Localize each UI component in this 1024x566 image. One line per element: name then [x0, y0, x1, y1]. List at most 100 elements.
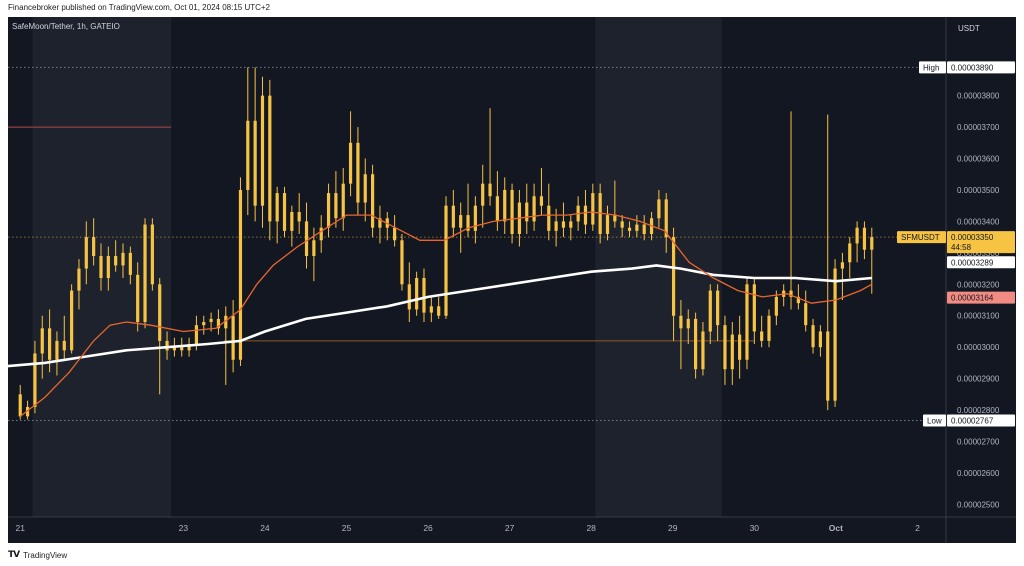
candle-body	[136, 274, 140, 323]
weekend-shades	[32, 17, 722, 517]
footer: TV TradingView	[8, 548, 67, 562]
candle-body	[774, 296, 778, 316]
price-tick-label: 0.00002800	[957, 406, 1000, 415]
symbol-tag: SFMUSDT	[901, 233, 940, 242]
candle-body	[363, 174, 367, 203]
candle-body	[253, 120, 257, 206]
candle-body	[561, 221, 566, 228]
candle-body	[33, 353, 37, 407]
candle-body	[114, 255, 118, 266]
candle-body	[165, 340, 169, 351]
low-label-box	[923, 414, 946, 427]
low-value: 0.00002767	[951, 416, 994, 425]
candle-body	[304, 221, 309, 256]
candle-body	[525, 202, 529, 222]
low-value-box	[947, 414, 1015, 427]
price-tick-label: 0.00003000	[957, 343, 1000, 352]
candle-body	[671, 237, 676, 316]
price-chart[interactable]: SafeMoon/Tether, 1h, GATEIO USDT 0.00003…	[8, 17, 1016, 543]
candle-body	[275, 193, 279, 222]
candle-body	[723, 325, 727, 370]
candle-body	[18, 394, 22, 417]
high-value: 0.00003890	[951, 63, 994, 72]
time-tick-label: 26	[423, 523, 433, 533]
candle-body	[326, 193, 331, 228]
candle-body	[224, 315, 228, 329]
candle-body	[627, 227, 632, 231]
candle-body	[569, 221, 573, 228]
candle-body	[488, 183, 492, 197]
candle-body	[150, 224, 154, 285]
candle-body	[40, 328, 44, 354]
candle-body	[121, 252, 125, 266]
candle-body	[25, 406, 30, 417]
candle-body	[128, 252, 132, 275]
candle-body	[730, 334, 734, 370]
ema-slow-value: 0.00003289	[951, 258, 994, 267]
price-tick-label: 0.00002600	[957, 469, 1000, 478]
candle-body	[547, 205, 551, 231]
ema-fast-line	[19, 211, 873, 417]
time-tick-label: 27	[505, 523, 515, 533]
candle-body	[855, 227, 859, 244]
candles-layer	[18, 67, 874, 420]
time-tick-label: 2	[915, 523, 920, 533]
prev-close-value: 0.00003164	[951, 294, 994, 303]
candle-body	[400, 240, 404, 285]
candle-body	[356, 142, 360, 203]
candle-body	[47, 328, 52, 360]
candle-body	[260, 95, 265, 206]
candle-body	[679, 315, 683, 329]
candle-body	[826, 331, 830, 401]
candle-body	[282, 193, 287, 231]
candle-body	[459, 215, 463, 228]
time-tick-label: 28	[586, 523, 596, 533]
candle-body	[216, 318, 221, 329]
candle-body	[605, 215, 610, 234]
price-tick-label: 0.00003400	[957, 217, 1000, 226]
candle-body	[554, 221, 558, 231]
high-label-box	[919, 61, 946, 74]
symbol-tag-box	[897, 231, 946, 244]
candle-body	[106, 255, 110, 279]
price-tick-label: 0.00003700	[957, 123, 1000, 132]
candle-body	[444, 205, 448, 316]
candle-body	[341, 183, 345, 219]
price-tick-label: 0.00003600	[957, 155, 1000, 164]
candle-body	[796, 296, 800, 304]
price-axis-panel[interactable]	[946, 17, 1016, 543]
candle-body	[664, 199, 668, 238]
candle-body	[539, 196, 544, 206]
candle-body	[635, 224, 639, 231]
tradingview-logo-icon: TV	[8, 550, 20, 560]
candle-body	[143, 224, 147, 323]
candle-body	[620, 221, 624, 228]
candle-body	[55, 340, 59, 360]
price-tick-label: 0.00003800	[957, 92, 1000, 101]
candle-body	[158, 284, 162, 341]
price-tick-label: 0.00003500	[957, 186, 1000, 195]
candle-body	[642, 224, 646, 234]
candle-body	[870, 237, 874, 250]
candle-body	[393, 227, 397, 241]
candle-body	[510, 189, 514, 234]
candle-body	[84, 237, 88, 269]
candle-body	[840, 262, 845, 269]
candle-body	[686, 318, 690, 329]
candle-body	[370, 174, 375, 228]
ema-slow-value-box	[947, 256, 1015, 269]
time-tick-label: Oct	[829, 523, 843, 533]
candle-body	[752, 284, 756, 332]
current-price-box	[947, 231, 1015, 254]
candle-body	[209, 318, 213, 323]
chart-frame[interactable]: SafeMoon/Tether, 1h, GATEIO USDT 0.00003…	[8, 17, 1016, 543]
candle-body	[693, 318, 698, 370]
candle-body	[701, 331, 705, 370]
candle-body	[767, 315, 771, 341]
candle-body	[180, 347, 184, 351]
price-guides	[8, 66, 946, 421]
candle-body	[77, 268, 81, 291]
candle-body	[99, 255, 103, 279]
candle-body	[708, 290, 712, 332]
candle-body	[290, 211, 294, 231]
